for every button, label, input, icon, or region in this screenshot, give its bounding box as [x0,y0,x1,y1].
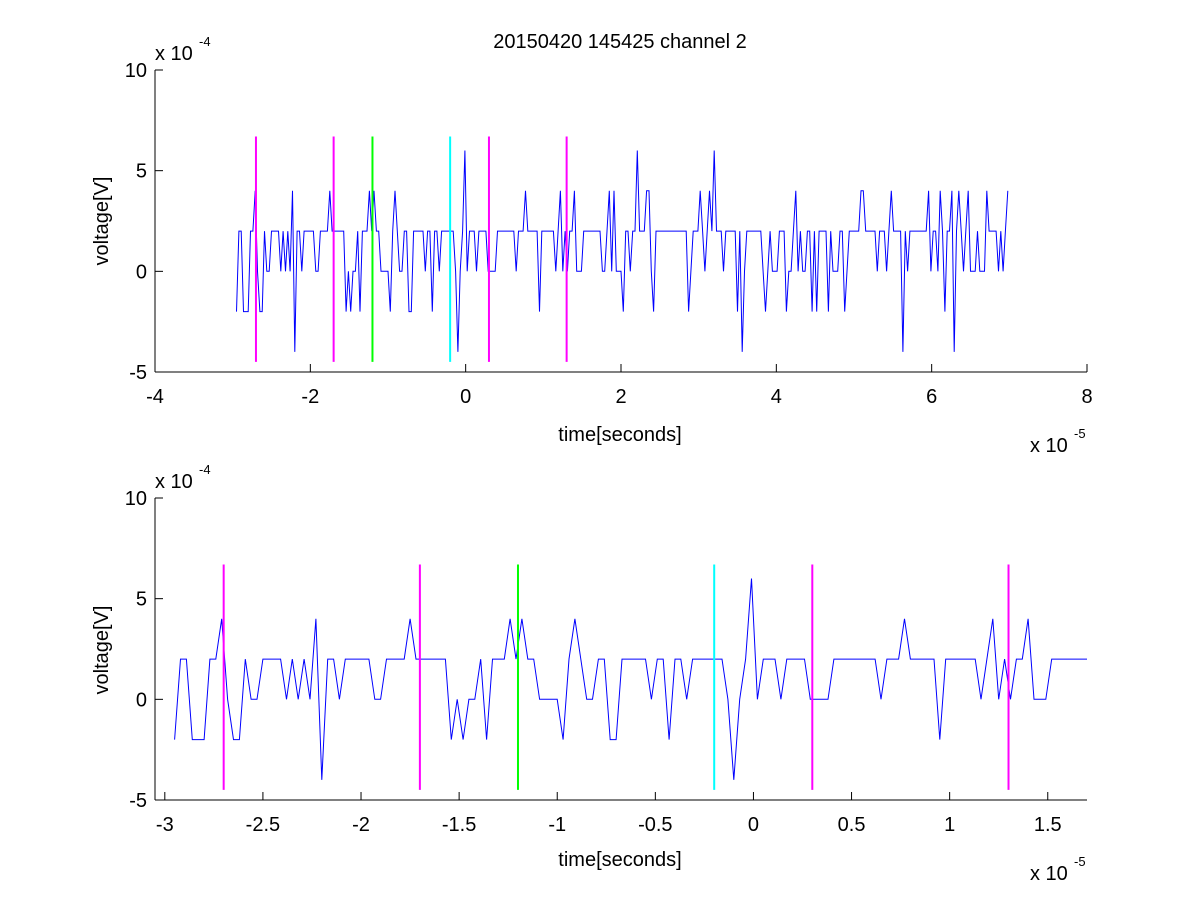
top-y-ticks: -5 0 5 10 [125,60,163,384]
x-tick-label: 6 [926,386,937,408]
x-tick-label: -2 [301,386,319,408]
top-signal [236,150,1009,352]
signal-trace [174,578,1087,780]
y-tick-label: 0 [136,689,147,711]
bottom-markers [222,564,1010,790]
x-tick-label: -3 [156,814,174,836]
bottom-y-ticks: -5 0 5 10 [125,488,163,812]
x-tick-label: 2 [615,386,626,408]
bottom-axis-frame [154,498,1087,801]
figure-title: 20150420 145425 channel 2 [493,31,747,53]
top-x-exponent: x 10 -5 [1030,426,1086,457]
bottom-y-multiplier: x 10 [155,471,193,493]
y-tick-label: 10 [125,488,147,510]
y-tick-label: -5 [129,790,147,812]
x-tick-label: 1 [944,814,955,836]
x-tick-label: 0 [748,814,759,836]
top-y-axis-label: voltage[V] [91,177,113,266]
top-x-ticks: -4 -2 0 2 4 6 8 [146,364,1093,408]
y-tick-label: 10 [125,60,147,82]
top-y-exponent: x 10 -4 [155,34,211,65]
bottom-y-exponent: x 10 -4 [155,462,211,493]
x-tick-label: 4 [771,386,782,408]
top-x-multiplier: x 10 [1030,435,1068,457]
y-tick-label: -5 [129,362,147,384]
bottom-signal [174,578,1087,780]
x-tick-label: 8 [1081,386,1092,408]
y-tick-label: 0 [136,261,147,283]
top-y-multiplier: x 10 [155,43,193,65]
y-tick-label: 5 [136,589,147,611]
x-tick-label: 1.5 [1034,814,1062,836]
x-tick-label: -0.5 [638,814,672,836]
bottom-x-exponent-value: -5 [1074,854,1086,869]
x-tick-label: -2.5 [246,814,280,836]
x-tick-label: 0 [460,386,471,408]
x-tick-label: -4 [146,386,164,408]
signal-trace [236,150,1009,352]
bottom-axes: -3 -2.5 -2 -1.5 -1 -0.5 0 0.5 1 1.5 -5 0 5 10 time[s… [91,462,1087,885]
bottom-y-exponent-value: -4 [199,462,211,477]
top-x-axis-label: time[seconds] [558,424,681,446]
top-x-exponent-value: -5 [1074,426,1086,441]
top-y-exponent-value: -4 [199,34,211,49]
y-tick-label: 5 [136,161,147,183]
bottom-x-multiplier: x 10 [1030,863,1068,885]
bottom-x-exponent: x 10 -5 [1030,854,1086,885]
x-tick-label: -1.5 [442,814,476,836]
bottom-x-axis-label: time[seconds] [558,849,681,871]
x-tick-label: -2 [352,814,370,836]
top-axes: -4 -2 0 2 4 6 8 -5 0 5 10 time[seconds] voltage[V… [91,34,1093,457]
bottom-x-ticks: -3 -2.5 -2 -1.5 -1 -0.5 0 0.5 1 1.5 [156,792,1062,836]
x-tick-label: 0.5 [838,814,866,836]
top-markers [254,136,568,362]
bottom-y-axis-label: voltage[V] [91,606,113,695]
x-tick-label: -1 [548,814,566,836]
